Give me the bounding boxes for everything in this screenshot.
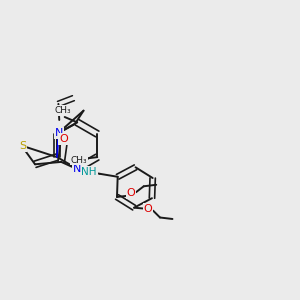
Text: O: O [127,188,135,198]
Text: O: O [144,204,152,214]
Text: N: N [73,164,81,174]
Text: CH₃: CH₃ [70,156,87,165]
Text: NH: NH [81,167,97,177]
Text: CH₃: CH₃ [55,106,71,115]
Text: N: N [54,128,63,138]
Text: O: O [59,134,68,144]
Text: S: S [20,141,26,151]
